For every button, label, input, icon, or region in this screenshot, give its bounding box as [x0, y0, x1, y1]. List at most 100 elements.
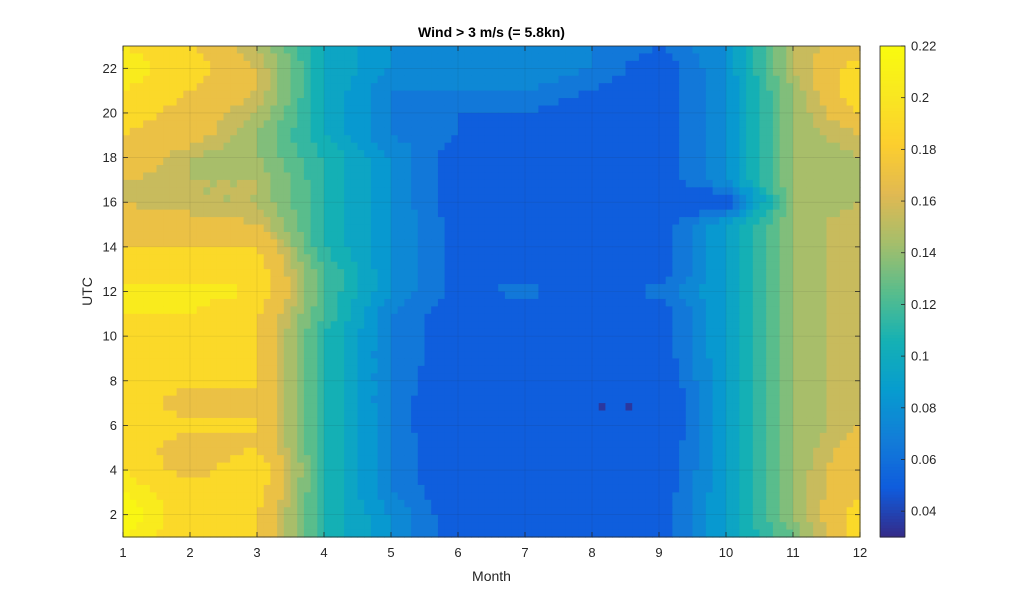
contour-cell — [545, 328, 553, 337]
contour-cell — [216, 291, 225, 300]
contour-cell — [129, 306, 137, 315]
contour-cell — [833, 284, 841, 293]
contour-cell — [169, 276, 178, 285]
contour-cell — [324, 239, 332, 248]
contour-cell — [598, 351, 606, 360]
contour-cell — [498, 194, 506, 203]
contour-cell — [357, 105, 365, 114]
contour-cell — [571, 105, 580, 114]
contour-cell — [136, 83, 144, 92]
contour-cell — [592, 209, 600, 218]
contour-cell — [545, 150, 553, 159]
contour-cell — [685, 254, 694, 263]
contour-cell — [310, 90, 318, 99]
contour-cell — [464, 135, 472, 144]
contour-cell — [772, 276, 781, 285]
contour-cell — [216, 112, 225, 121]
contour-cell — [705, 53, 714, 62]
contour-cell — [203, 351, 211, 360]
contour-cell — [638, 365, 647, 374]
contour-cell — [652, 202, 660, 211]
contour-cell — [431, 194, 439, 203]
contour-cell — [839, 150, 848, 159]
contour-cell — [404, 298, 412, 307]
contour-cell — [625, 254, 633, 263]
contour-cell — [759, 224, 767, 233]
contour-cell — [759, 291, 767, 300]
contour-cell — [317, 98, 325, 107]
contour-cell — [183, 217, 191, 226]
contour-cell — [491, 60, 499, 69]
contour-cell — [578, 246, 586, 255]
contour-cell — [665, 112, 673, 121]
contour-cell — [504, 209, 513, 218]
contour-cell — [350, 127, 359, 136]
contour-cell — [652, 120, 660, 129]
contour-cell — [257, 291, 265, 300]
contour-cell — [183, 150, 191, 159]
contour-cell — [638, 373, 647, 382]
contour-cell — [283, 127, 292, 136]
contour-cell — [719, 217, 727, 226]
contour-cell — [551, 150, 560, 159]
contour-cell — [592, 298, 600, 307]
contour-cell — [504, 83, 513, 92]
contour-cell — [551, 209, 560, 218]
contour-cell — [853, 365, 861, 374]
contour-cell — [652, 313, 660, 322]
contour-cell — [605, 373, 613, 382]
contour-cell — [659, 365, 667, 374]
contour-cell — [793, 373, 801, 382]
contour-cell — [484, 365, 493, 374]
contour-cell — [826, 90, 834, 99]
contour-cell — [531, 75, 539, 84]
contour-cell — [504, 142, 513, 151]
contour-cell — [136, 209, 144, 218]
contour-cell — [679, 276, 687, 285]
contour-cell — [853, 209, 861, 218]
contour-cell — [377, 291, 385, 300]
contour-cell — [565, 179, 573, 188]
contour-cell — [752, 336, 761, 345]
contour-cell — [277, 112, 285, 121]
contour-cell — [538, 231, 546, 241]
contour-cell — [384, 351, 392, 360]
contour-cell — [330, 150, 338, 159]
contour-cell — [806, 83, 814, 92]
contour-cell — [652, 165, 660, 174]
contour-cell — [370, 313, 379, 322]
contour-cell — [793, 313, 801, 322]
contour-cell — [685, 179, 694, 188]
contour-cell — [786, 246, 794, 255]
contour-cell — [819, 328, 828, 337]
contour-cell — [357, 373, 365, 382]
contour-cell — [270, 53, 278, 62]
contour-cell — [464, 254, 472, 263]
contour-cell — [257, 261, 265, 270]
contour-cell — [250, 150, 258, 159]
contour-cell — [136, 336, 144, 345]
contour-cell — [672, 98, 680, 107]
contour-cell — [551, 328, 560, 337]
contour-cell — [324, 150, 332, 159]
contour-cell — [203, 373, 211, 382]
contour-cell — [712, 373, 720, 382]
contour-cell — [739, 321, 747, 330]
contour-cell — [290, 150, 298, 159]
contour-cell — [699, 239, 707, 248]
contour-cell — [163, 90, 171, 99]
contour-cell — [659, 358, 667, 367]
contour-cell — [518, 336, 526, 345]
contour-cell — [571, 165, 580, 174]
contour-cell — [283, 60, 292, 69]
contour-cell — [324, 179, 332, 188]
contour-cell — [250, 313, 258, 322]
contour-cell — [692, 298, 700, 307]
contour-cell — [793, 261, 801, 270]
contour-cell — [391, 68, 399, 77]
contour-cell — [243, 343, 251, 352]
contour-cell — [317, 254, 325, 263]
contour-cell — [444, 358, 452, 367]
contour-cell — [377, 53, 385, 62]
contour-cell — [672, 172, 680, 181]
